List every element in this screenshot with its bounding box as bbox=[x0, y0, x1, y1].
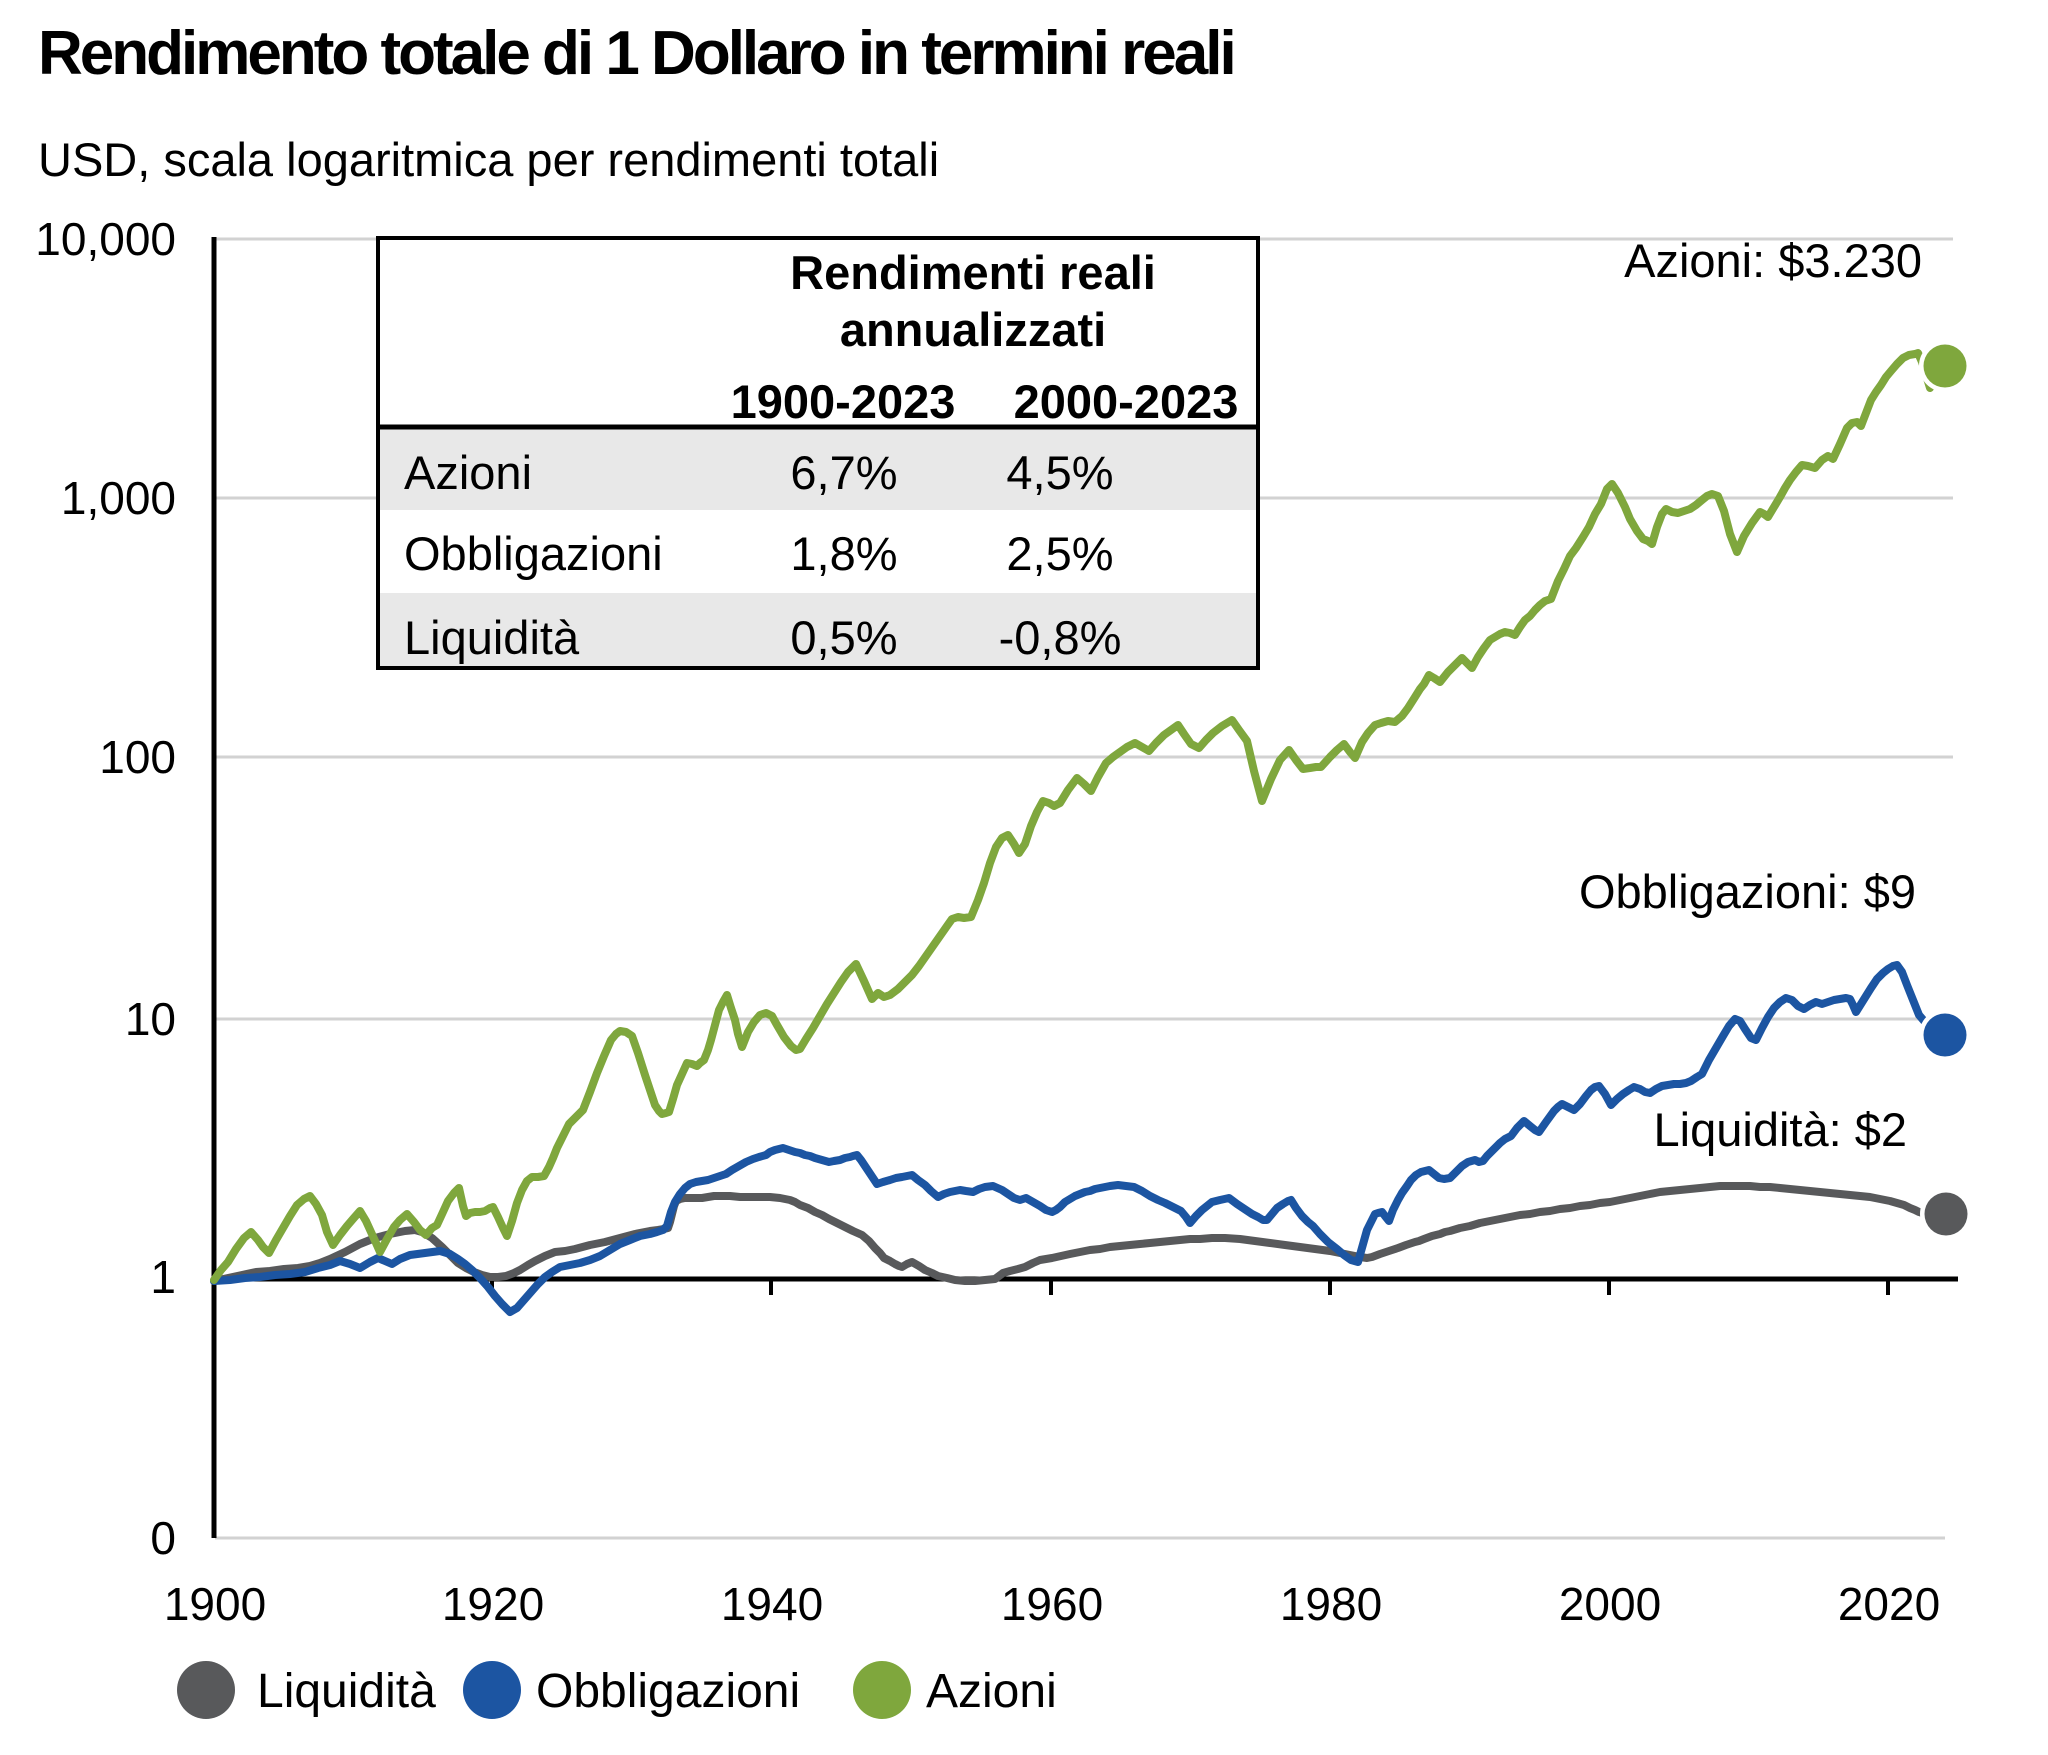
svg-text:6,7%: 6,7% bbox=[790, 446, 897, 499]
svg-text:Obbligazioni: $9: Obbligazioni: $9 bbox=[1579, 865, 1916, 918]
svg-text:1980: 1980 bbox=[1280, 1578, 1382, 1630]
svg-text:1900-2023: 1900-2023 bbox=[731, 375, 956, 428]
svg-text:1,8%: 1,8% bbox=[790, 527, 897, 580]
svg-text:Azioni: Azioni bbox=[404, 446, 532, 499]
svg-text:2,5%: 2,5% bbox=[1006, 527, 1113, 580]
svg-text:0,5%: 0,5% bbox=[790, 611, 897, 664]
svg-text:100: 100 bbox=[99, 731, 176, 783]
svg-text:Rendimento totale di 1 Dollaro: Rendimento totale di 1 Dollaro in termin… bbox=[38, 19, 1234, 88]
svg-text:1940: 1940 bbox=[721, 1578, 823, 1630]
svg-text:1900: 1900 bbox=[164, 1578, 266, 1630]
svg-text:10,000: 10,000 bbox=[35, 213, 176, 265]
svg-text:1: 1 bbox=[150, 1251, 176, 1303]
svg-text:-0,8%: -0,8% bbox=[999, 611, 1122, 664]
svg-text:0: 0 bbox=[150, 1512, 176, 1564]
svg-text:1960: 1960 bbox=[1001, 1578, 1103, 1630]
svg-text:1920: 1920 bbox=[442, 1578, 544, 1630]
svg-text:4,5%: 4,5% bbox=[1006, 446, 1113, 499]
svg-text:Liquidità: Liquidità bbox=[404, 611, 580, 664]
svg-text:Liquidità: $2: Liquidità: $2 bbox=[1654, 1103, 1907, 1156]
svg-text:Azioni: $3.230: Azioni: $3.230 bbox=[1624, 234, 1922, 287]
svg-text:Obbligazioni: Obbligazioni bbox=[536, 1665, 800, 1718]
svg-text:2000: 2000 bbox=[1559, 1578, 1661, 1630]
svg-text:1,000: 1,000 bbox=[61, 472, 176, 524]
svg-text:2020: 2020 bbox=[1838, 1578, 1940, 1630]
svg-text:10: 10 bbox=[125, 993, 176, 1045]
svg-text:annualizzati: annualizzati bbox=[840, 303, 1106, 356]
svg-text:Rendimenti reali: Rendimenti reali bbox=[790, 246, 1156, 299]
svg-text:Obbligazioni: Obbligazioni bbox=[404, 527, 663, 580]
svg-text:Liquidità: Liquidità bbox=[257, 1665, 436, 1718]
svg-text:Azioni: Azioni bbox=[926, 1665, 1057, 1718]
svg-text:USD, scala logaritmica per ren: USD, scala logaritmica per rendimenti to… bbox=[38, 133, 939, 186]
svg-text:2000-2023: 2000-2023 bbox=[1014, 375, 1239, 428]
